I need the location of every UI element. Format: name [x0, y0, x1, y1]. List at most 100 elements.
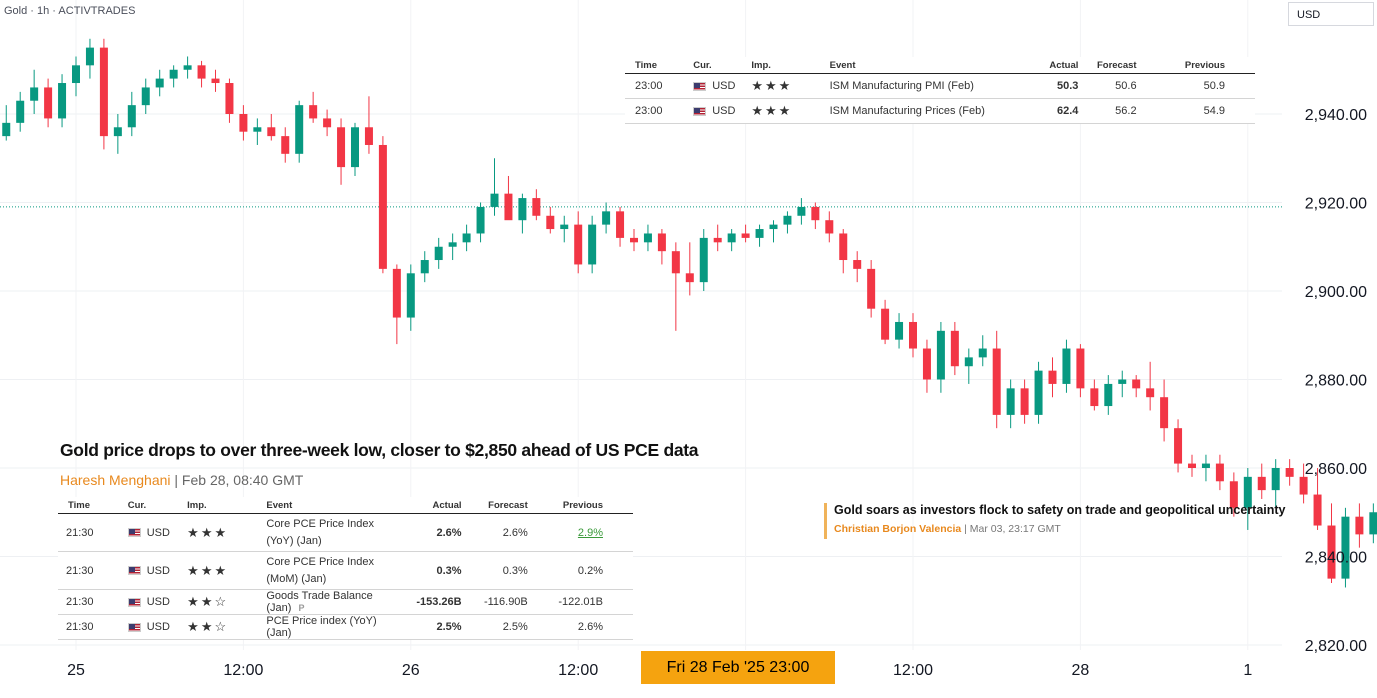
candle-body — [392, 268, 401, 318]
event-name[interactable]: Core PCE Price Index (MoM) (Jan) — [262, 551, 400, 590]
news-marker — [824, 503, 827, 539]
candle-body — [671, 251, 680, 274]
x-tick-label: 1 — [1243, 662, 1252, 679]
news-meta: Christian Borjon Valencia | Mar 03, 23:1… — [834, 523, 1061, 535]
y-tick-label: 2,880.00 — [1305, 373, 1367, 390]
candle — [1229, 472, 1238, 517]
candle — [309, 91, 318, 123]
event-forecast: 2.6% — [465, 513, 532, 552]
candle-body — [727, 233, 736, 243]
candle-body — [839, 233, 848, 261]
currency-selector[interactable]: USD — [1288, 2, 1374, 26]
candle-body — [1313, 494, 1322, 526]
candle-body — [211, 78, 220, 84]
candle — [267, 114, 276, 141]
us-flag-icon — [127, 622, 141, 632]
candle — [643, 224, 652, 252]
candle — [323, 109, 332, 137]
candle-body — [281, 136, 290, 154]
news-date: | Mar 03, 23:17 GMT — [961, 523, 1061, 535]
candle-body — [267, 127, 276, 137]
candle — [1285, 459, 1294, 486]
candle-body — [1174, 428, 1183, 464]
candle-body — [783, 215, 792, 225]
y-tick-label: 2,820.00 — [1305, 638, 1367, 655]
candle-body — [1188, 463, 1196, 468]
candle — [2, 105, 11, 141]
candle-body — [699, 237, 708, 283]
calendar-row[interactable]: 21:30 USD ★★☆ PCE Price index (YoY) (Jan… — [58, 614, 633, 640]
candle-body — [713, 237, 722, 243]
candle-body — [1146, 388, 1155, 398]
event-name[interactable]: ISM Manufacturing PMI (Feb) — [825, 73, 1025, 99]
candle-body — [1299, 476, 1308, 495]
candle-body — [448, 242, 457, 247]
event-actual: 62.4 — [1024, 98, 1083, 124]
calendar-row[interactable]: 23:00 USD ★★★ ISM Manufacturing Prices (… — [625, 98, 1255, 124]
candle-body — [1104, 383, 1113, 407]
candle — [44, 78, 53, 128]
candle-body — [1257, 476, 1266, 491]
event-actual: -153.26B — [399, 589, 466, 615]
event-currency: USD — [146, 564, 170, 577]
event-actual: 2.5% — [399, 614, 466, 640]
candle — [1104, 375, 1113, 415]
candle — [1062, 339, 1071, 393]
news-author[interactable]: Christian Borjon Valencia — [834, 523, 962, 535]
candle-body — [490, 193, 499, 207]
candle — [727, 229, 736, 252]
event-name[interactable]: ISM Manufacturing Prices (Feb) — [825, 98, 1025, 124]
news-headline[interactable]: Gold price drops to over three-week low,… — [60, 440, 699, 460]
candle — [113, 114, 122, 154]
event-name[interactable]: PCE Price index (YoY) (Jan) — [262, 614, 400, 640]
candle-body — [1090, 388, 1099, 407]
y-tick-label: 2,940.00 — [1305, 107, 1367, 124]
candle-body — [30, 87, 39, 101]
event-time: 21:30 — [58, 513, 124, 552]
event-previous: 2.6% — [531, 614, 633, 640]
candle-body — [434, 246, 443, 261]
candle-body — [1229, 481, 1238, 508]
calendar-row[interactable]: 23:00 USD ★★★ ISM Manufacturing PMI (Feb… — [625, 73, 1255, 99]
symbol-label: Gold · 1h · ACTIVTRADES — [4, 5, 136, 17]
candle — [532, 189, 541, 221]
candle — [420, 251, 429, 283]
col-forecast: Forecast — [465, 497, 532, 514]
y-tick-label: 2,840.00 — [1305, 550, 1367, 567]
candle — [671, 242, 680, 331]
y-tick-label: 2,920.00 — [1305, 196, 1367, 213]
candle-body — [1215, 463, 1224, 482]
candle-body — [1355, 516, 1364, 535]
candle-body — [1285, 468, 1294, 477]
candle-body — [462, 233, 471, 243]
candle — [1020, 379, 1029, 424]
calendar-row[interactable]: 21:30 USD ★★★ Core PCE Price Index (YoY)… — [58, 513, 633, 552]
event-name[interactable]: Goods Trade Balance (Jan) — [266, 590, 373, 614]
candle-body — [113, 127, 122, 137]
candle-body — [44, 87, 53, 119]
calendar-row[interactable]: 21:30 USD ★★★ Core PCE Price Index (MoM)… — [58, 551, 633, 590]
event-name[interactable]: Core PCE Price Index (YoY) (Jan) — [262, 513, 400, 552]
candle-body — [616, 211, 625, 238]
candle-body — [1076, 348, 1085, 389]
candle-body — [1243, 476, 1252, 508]
candle-body — [867, 268, 876, 309]
candle-body — [504, 193, 513, 221]
candle — [364, 96, 373, 154]
calendar-row[interactable]: 21:30 USD ★★☆ Goods Trade Balance (Jan) … — [58, 589, 633, 615]
candle — [504, 175, 513, 221]
news-headline[interactable]: Gold soars as investors flock to safety … — [834, 503, 1286, 517]
candle-body — [950, 330, 959, 367]
candle — [378, 136, 387, 274]
candle-body — [323, 118, 332, 128]
candle — [1201, 454, 1210, 482]
candle-body — [58, 83, 67, 119]
col-actual: Actual — [399, 497, 466, 514]
news-author[interactable]: Haresh Menghani — [60, 472, 171, 488]
economic-calendar-bottom: Time Cur. Imp. Event Actual Forecast Pre… — [58, 497, 633, 640]
candle — [211, 69, 220, 92]
event-previous: 54.9 — [1140, 98, 1255, 124]
candle-body — [797, 206, 806, 216]
candle — [1299, 463, 1308, 504]
